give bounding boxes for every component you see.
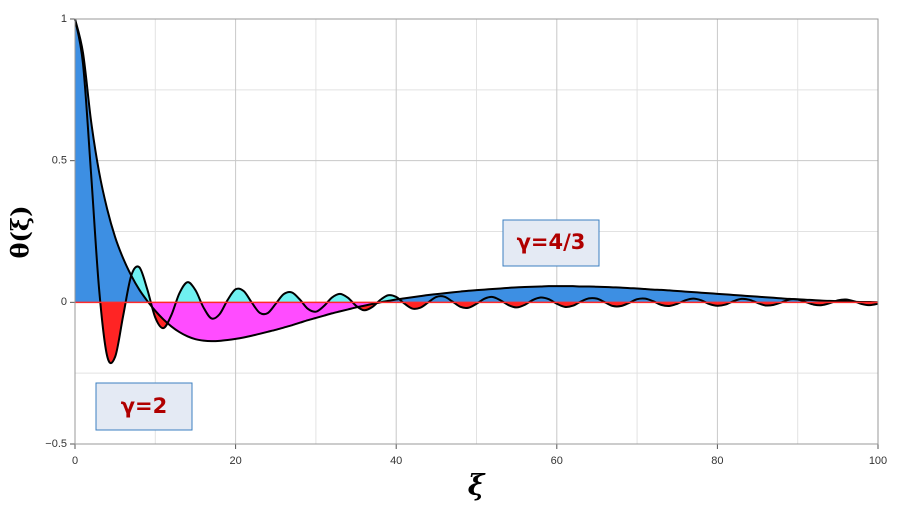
axes: 0 20 40 60 80 100 −0.5 0 0.5 1 [45, 13, 887, 467]
fills [75, 19, 878, 364]
x-tick-label: 40 [390, 455, 402, 467]
annotation: γ=4/3 [517, 230, 586, 254]
area-negative [75, 302, 878, 342]
x-tick-label: 100 [869, 455, 887, 467]
x-tick-label: 20 [229, 455, 241, 467]
y-tick-label: 0 [61, 296, 67, 308]
series-line [74, 18, 879, 365]
x-axis-title: ξ [468, 469, 486, 502]
x-tick-label: 0 [72, 455, 78, 467]
annotation: γ=2 [121, 394, 168, 418]
x-tick-label: 80 [711, 455, 723, 467]
y-axis-title: θ(ξ) [6, 206, 35, 259]
grid [74, 18, 879, 445]
y-tick-label: 0.5 [52, 155, 67, 167]
lines [74, 18, 879, 365]
series-line [74, 18, 879, 343]
plot-frame [74, 18, 879, 445]
x-tick-label: 60 [551, 455, 563, 467]
y-tick-label: −0.5 [45, 438, 67, 450]
annotation-box [95, 382, 193, 431]
y-tick-label: 1 [61, 13, 67, 25]
annotation-box [502, 219, 600, 267]
